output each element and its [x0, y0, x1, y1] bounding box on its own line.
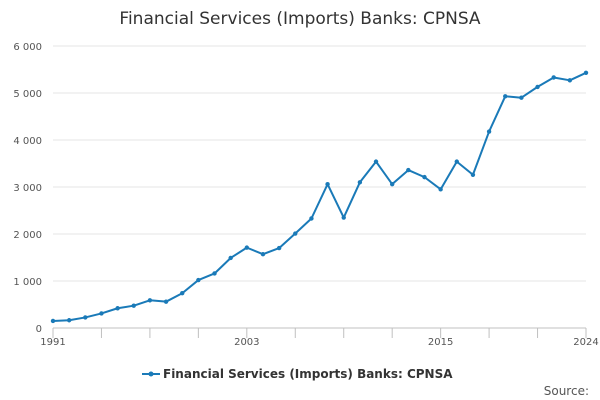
- data-point[interactable]: [470, 172, 476, 177]
- x-tick-label: 2003: [234, 337, 259, 348]
- x-tick-label: 2024: [573, 337, 598, 348]
- data-point[interactable]: [260, 252, 266, 257]
- data-point[interactable]: [519, 95, 524, 100]
- data-point[interactable]: [180, 291, 185, 296]
- data-point[interactable]: [389, 181, 395, 187]
- legend[interactable]: Financial Services (Imports) Banks: CPNS…: [142, 367, 453, 381]
- data-point[interactable]: [276, 245, 282, 251]
- x-axis-tick-labels: 1991 2003 2015 2024: [40, 337, 598, 348]
- x-tick-label: 1991: [40, 337, 65, 348]
- y-axis-tick-labels: 0 1 000 2 000 3 000 4 000 5 000 6 000: [13, 42, 42, 335]
- data-point[interactable]: [212, 271, 217, 276]
- data-point[interactable]: [373, 159, 379, 164]
- data-point[interactable]: [83, 315, 88, 320]
- chart-title: Financial Services (Imports) Banks: CPNS…: [119, 9, 481, 29]
- data-point[interactable]: [325, 181, 330, 187]
- data-point[interactable]: [50, 318, 56, 324]
- data-point[interactable]: [131, 303, 136, 308]
- data-point[interactable]: [422, 174, 427, 180]
- series-line: [52, 71, 587, 322]
- data-point[interactable]: [228, 255, 233, 261]
- y-tick-label: 3 000: [13, 183, 42, 194]
- grid-lines: [53, 45, 586, 282]
- data-point[interactable]: [196, 277, 201, 283]
- data-point[interactable]: [486, 129, 492, 134]
- data-point[interactable]: [293, 231, 298, 236]
- y-tick-label: 6 000: [13, 42, 42, 53]
- data-point[interactable]: [357, 180, 363, 185]
- data-point[interactable]: [115, 306, 120, 311]
- source-label: Source:: [544, 384, 589, 398]
- data-point[interactable]: [567, 78, 573, 83]
- series-layer: [50, 70, 589, 324]
- data-point[interactable]: [163, 299, 169, 304]
- data-point[interactable]: [99, 311, 104, 316]
- data-point[interactable]: [454, 159, 459, 164]
- y-tick-label: 4 000: [13, 136, 42, 147]
- y-tick-label: 5 000: [13, 89, 42, 100]
- data-point[interactable]: [535, 84, 540, 90]
- legend-label: Financial Services (Imports) Banks: CPNS…: [163, 367, 453, 381]
- data-point[interactable]: [341, 215, 346, 220]
- data-point[interactable]: [438, 187, 443, 192]
- data-point[interactable]: [309, 216, 314, 221]
- data-point[interactable]: [406, 167, 411, 173]
- data-point[interactable]: [551, 75, 556, 80]
- y-tick-label: 1 000: [13, 277, 42, 288]
- x-axis-ticks: [52, 328, 587, 338]
- x-tick-label: 2015: [428, 337, 453, 348]
- y-tick-label: 2 000: [13, 230, 42, 241]
- data-point[interactable]: [583, 70, 589, 75]
- data-point[interactable]: [244, 245, 250, 250]
- y-tick-label: 0: [36, 324, 42, 335]
- data-point[interactable]: [66, 318, 72, 323]
- legend-point-marker: [148, 371, 154, 377]
- data-point[interactable]: [503, 94, 508, 99]
- data-point[interactable]: [147, 298, 153, 303]
